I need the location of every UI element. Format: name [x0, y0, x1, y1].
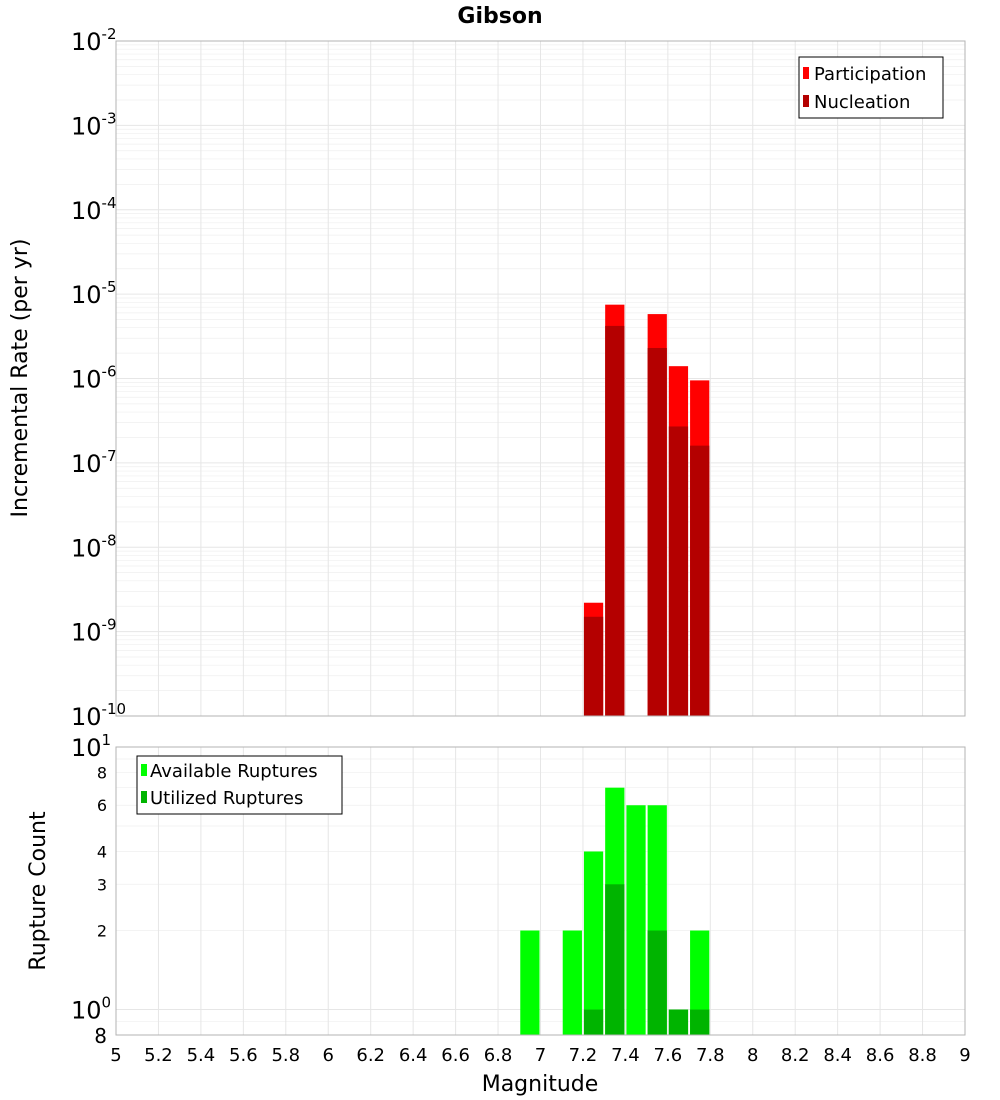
rate-y-tick-label: 10-7: [71, 447, 117, 478]
x-tick-label: 6.6: [441, 1045, 470, 1066]
bar-nucleation-7-55: [647, 347, 667, 716]
rate-bars: [583, 304, 710, 716]
bar-utilized-ruptures-7-75: [690, 1009, 710, 1035]
bar-nucleation-7-65: [668, 426, 689, 716]
bar-utilized-ruptures-7-65: [668, 1009, 689, 1035]
x-tick-label: 8.8: [908, 1045, 937, 1066]
bar-nucleation-7-35: [605, 325, 625, 716]
legend-swatch-nucleation: [803, 95, 809, 107]
x-tick-label: 7.6: [654, 1045, 683, 1066]
count-bars: [520, 787, 710, 1035]
legend-label-nucleation: Nucleation: [814, 92, 910, 113]
x-tick-label: 8.6: [866, 1045, 895, 1066]
bar-available-ruptures-7-15: [562, 930, 582, 1035]
rate-y-tick-label: 10-4: [71, 194, 117, 225]
rate-y-tick-label: 10-3: [71, 109, 117, 140]
bar-utilized-ruptures-7-55: [647, 930, 667, 1035]
x-tick-label: 8.4: [823, 1045, 852, 1066]
x-tick-label: 6.4: [399, 1045, 428, 1066]
x-tick-label: 6.8: [484, 1045, 513, 1066]
legend-swatch-utilized: [141, 791, 147, 803]
count-y-major-tick-label: 101: [71, 731, 111, 762]
x-axis-title: Magnitude: [482, 1072, 599, 1097]
rate-legend-box: [798, 56, 944, 119]
legend-swatch-participation: [803, 67, 809, 79]
x-tick-label: 6: [323, 1045, 334, 1066]
legend-label-utilized: Utilized Ruptures: [150, 788, 303, 809]
count-plot-frame: [115, 746, 966, 1036]
magnitude-x-ticks: 5 5.2 5.4 5.6 5.8 6 6.2 6.4 6.6 6.8 7 7.2 7.4 7.6 7.8 8…: [110, 1045, 970, 1066]
count-y-minor-tick-label: 8: [94, 1024, 107, 1048]
rate-y-tick-label: 10-8: [71, 531, 117, 562]
legend-swatch-available: [141, 764, 147, 776]
rate-panel: Gibson 10-10 10-9 10-8 10-7 10-6 10-5 10-4 10-3…: [8, 4, 966, 731]
bar-available-ruptures-7-45: [626, 805, 646, 1035]
count-y-axis-title: Rupture Count: [26, 811, 51, 971]
x-tick-label: 7: [535, 1045, 546, 1066]
chart-title: Gibson: [457, 4, 542, 29]
x-tick-label: 9: [959, 1045, 970, 1066]
rate-y-ticks: 10-10 10-9 10-8 10-7 10-6 10-5 10-4 10-3 10-2: [71, 25, 126, 731]
rate-y-tick-label: 10-6: [71, 363, 117, 394]
x-tick-label: 5.4: [187, 1045, 216, 1066]
bar-utilized-ruptures-7-35: [605, 884, 625, 1035]
count-y-minor-tick-label: 4: [97, 842, 107, 861]
x-tick-label: 6.2: [356, 1045, 385, 1066]
rate-plot-frame: [115, 40, 966, 717]
x-tick-label: 8: [747, 1045, 758, 1066]
x-tick-label: 5.8: [271, 1045, 300, 1066]
count-legend: Available Ruptures Utilized Ruptures: [136, 755, 343, 815]
x-tick-label: 8.2: [781, 1045, 810, 1066]
count-y-minor-tick-label: 2: [97, 922, 107, 941]
x-tick-label: 5.6: [229, 1045, 258, 1066]
rate-grid: [115, 40, 966, 717]
count-legend-box: [136, 755, 343, 815]
legend-label-participation: Participation: [814, 64, 926, 85]
x-tick-label: 5.2: [144, 1045, 173, 1066]
x-tick-label: 7.2: [569, 1045, 598, 1066]
x-tick-label: 7.4: [611, 1045, 640, 1066]
legend-label-available: Available Ruptures: [150, 761, 318, 782]
count-y-minor-tick-label: 6: [97, 796, 107, 815]
rate-legend: Participation Nucleation: [798, 56, 944, 119]
rate-y-tick-label: 10-10: [71, 700, 126, 731]
bar-available-ruptures-7-75: [690, 930, 710, 1035]
rate-y-tick-label: 10-5: [71, 278, 117, 309]
count-y-minor-tick-label: 8: [97, 763, 107, 782]
bar-nucleation-7-25: [583, 616, 604, 716]
bar-nucleation-7-75: [690, 445, 710, 716]
count-y-major-tick-label: 100: [71, 994, 111, 1025]
rate-y-tick-label: 10-2: [71, 25, 117, 56]
count-y-minor-tick-label: 3: [97, 875, 107, 894]
x-tick-label: 7.8: [696, 1045, 725, 1066]
rate-y-tick-label: 10-9: [71, 616, 117, 647]
bar-utilized-ruptures-7-25: [583, 1009, 604, 1035]
rate-y-axis-title: Incremental Rate (per yr): [8, 239, 33, 518]
bar-available-ruptures-7-25: [583, 851, 604, 1035]
bar-available-ruptures-6-95: [520, 930, 540, 1035]
x-tick-label: 5: [110, 1045, 121, 1066]
